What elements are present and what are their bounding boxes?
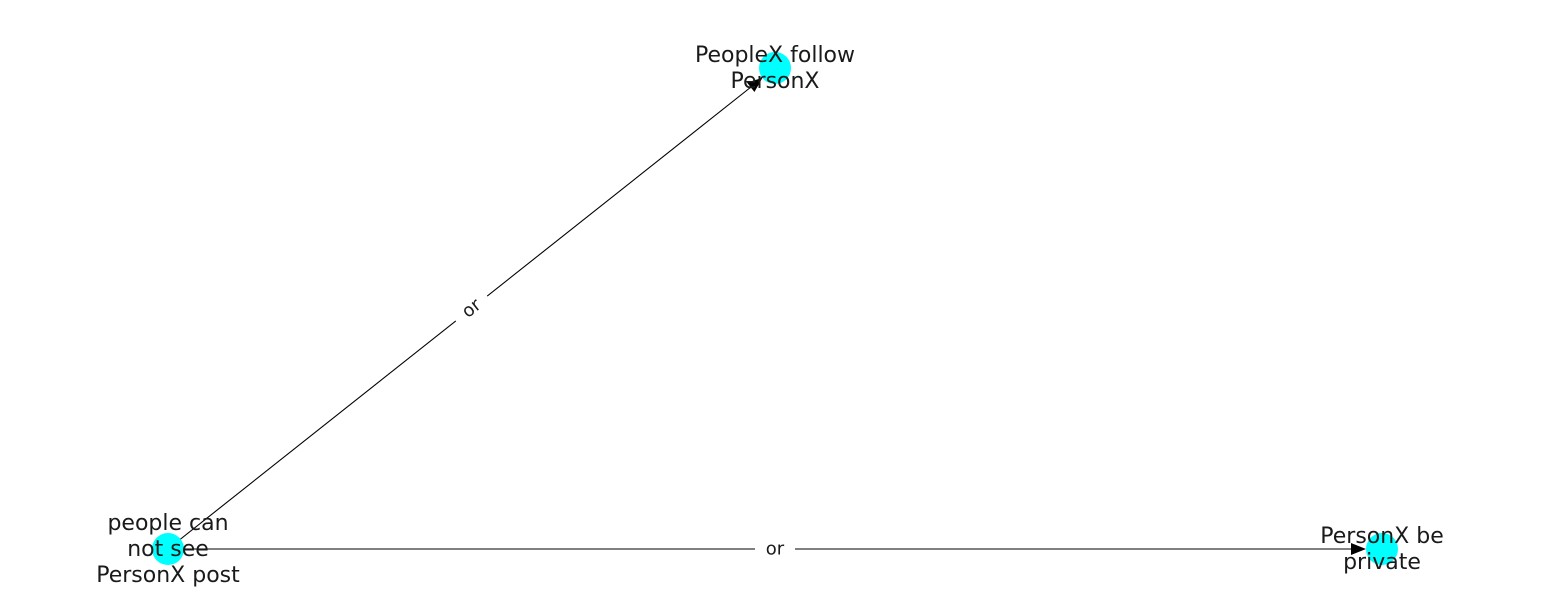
edges-layer: or or — [167, 77, 1366, 561]
node-personx-private — [1366, 533, 1398, 565]
edge-label-text: or — [766, 539, 785, 560]
edge-label: or — [448, 286, 495, 331]
arrowhead-icon — [1351, 543, 1366, 555]
node-label-line: private — [1343, 550, 1421, 575]
node-label-peoplex-follow: PeopleX follow PersonX — [695, 43, 855, 94]
node-label-line: PeopleX follow — [695, 43, 855, 68]
node-label-personx-private: PersonX be private — [1320, 524, 1444, 575]
node-label-line: people can — [107, 511, 228, 536]
node-people-cannot-see — [152, 533, 184, 565]
edge-people-cannot-see-to-personx-private: or — [168, 537, 1366, 561]
edge-people-cannot-see-to-peoplex-follow: or — [167, 77, 763, 550]
node-label-line: PersonX — [731, 69, 820, 94]
node-label-line: PersonX post — [96, 563, 240, 588]
node-label-people-cannot-see: people can not see PersonX post — [96, 511, 240, 588]
node-label-line: not see — [127, 537, 209, 562]
edge-label: or — [755, 537, 795, 561]
labels-layer: people can not see PersonX post PeopleX fol… — [96, 43, 1444, 588]
arrowhead-icon — [746, 77, 763, 92]
nodes-layer — [152, 52, 1398, 565]
node-peoplex-follow — [759, 52, 791, 84]
node-label-line: PersonX be — [1320, 524, 1444, 549]
